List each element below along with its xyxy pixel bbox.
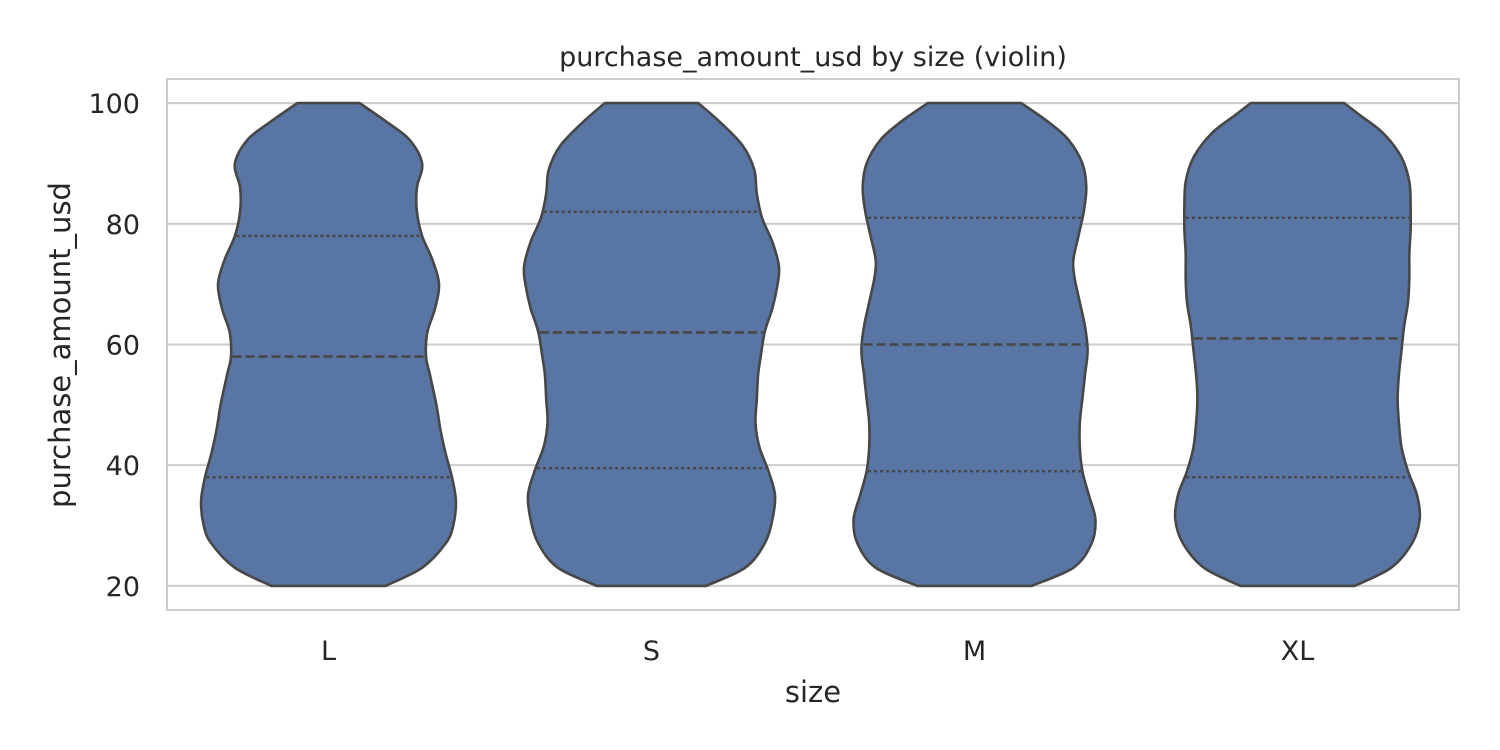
violins [199, 101, 1422, 588]
violin-body-l [199, 101, 458, 588]
y-tick-label-20: 20 [106, 572, 140, 603]
y-tick-label-40: 40 [106, 451, 140, 482]
violin-l [199, 101, 458, 588]
violin-body-s [522, 101, 781, 588]
violin-m [852, 101, 1097, 588]
y-tick-label-60: 60 [106, 331, 140, 362]
chart-title: purchase_amount_usd by size (violin) [559, 42, 1067, 73]
x-axis-label: size [785, 675, 841, 709]
violin-s [522, 101, 781, 588]
x-tick-label-l: L [321, 636, 336, 667]
x-tick-label-s: S [643, 636, 660, 667]
y-tick-label-80: 80 [106, 210, 140, 241]
x-tick-labels: L S M XL [321, 636, 1314, 667]
y-tick-label-100: 100 [88, 89, 140, 120]
plot-frame [166, 78, 1460, 611]
violin-body-xl [1173, 101, 1422, 588]
y-axis-label: purchase_amount_usd [43, 182, 77, 508]
y-tick-labels: 20 40 60 80 100 [88, 89, 140, 603]
x-tick-label-xl: XL [1281, 636, 1315, 667]
x-tick-label-m: M [963, 636, 986, 667]
violin-xl [1173, 101, 1422, 588]
